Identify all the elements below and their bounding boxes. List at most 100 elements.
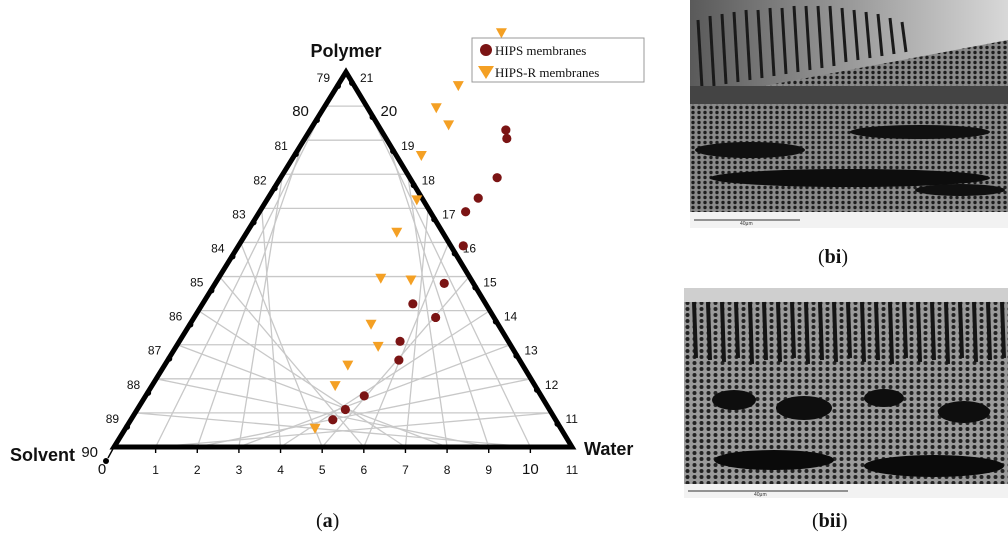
data-point-hips-r [365,319,377,330]
tick-label-right: 14 [504,310,518,324]
legend-box [471,37,645,83]
vertex-label-solvent: Solvent [10,445,75,465]
tick-label-bottom: 7 [402,463,409,477]
grid-line-diagonal-b [406,174,448,448]
tick-left [191,310,199,322]
grid-line-diagonal-a [198,310,406,448]
grid-line-diagonal-a [196,139,305,448]
tick-label-bottom: 3 [236,463,243,477]
tick-label-left: 89 [106,412,120,426]
tick-dot-left [103,458,109,464]
sem-image-bi: 40μm [690,0,1008,228]
tick-label-bottom: 6 [360,463,367,477]
legend-marker-hips-r [478,66,494,79]
vertex-label-water: Water [584,439,633,459]
tick-dot-right [492,318,499,325]
triangle-outline [109,67,577,450]
data-point-hips [394,355,404,365]
grid-line-diagonal-a [218,276,365,448]
panel-label-a: (a) [316,510,340,532]
data-point-hips [458,241,468,251]
tick-dot-right [554,420,561,427]
sem-image-bii: 40μm [684,288,1008,498]
grid-line-diagonal-b [238,344,511,448]
tick-label-bottom: 8 [444,463,451,477]
tick-label-left: 81 [274,139,288,153]
tick-left [212,276,221,288]
tick-dot-left [145,389,152,396]
grid-line-diagonal-a [260,208,282,448]
data-point-hips-r [342,360,354,371]
tick-left [276,173,284,186]
tick-label-bottom: 5 [319,463,326,477]
tick-label-bottom: 2 [194,463,201,477]
data-point-hips-r [411,195,423,206]
data-point-hips [461,207,471,217]
sem-texture-bi [690,0,1008,228]
data-point-hips-r [375,273,387,284]
scalebar-bi: 40μm [740,221,753,227]
tick-label-right: 13 [524,344,538,358]
tick-dot-left [250,219,257,226]
tick-dot-left [187,321,194,328]
grid-line-diagonal-a [156,378,489,448]
grid-line-diagonal-a [239,242,323,448]
tick-label-left: 84 [211,241,225,255]
tick-labels: 7980818283848586878889902120191817161514… [81,71,578,478]
data-point-hips [340,404,350,415]
grid-line-diagonal-b [155,412,552,448]
tick-label-left: 87 [148,344,162,358]
grid-line-diagonal-b [363,242,450,448]
sem-texture-bii [684,288,1008,498]
data-point-hips-r [430,103,442,114]
tick-left [233,242,242,254]
data-point-hips [473,193,483,203]
tick-label-bottom: 11 [566,463,579,477]
legend-marker-hips [480,44,492,56]
tick-dot-right [431,216,438,223]
legend-label-hips-r: HIPS-R membranes [495,65,599,80]
tick-dot-right [349,80,355,86]
data-point-hips [439,278,449,288]
tick-label-right: 12 [545,378,559,392]
tick-dot-right [513,352,520,359]
tick-label-bottom: 1 [152,463,159,477]
data-point-hips [408,299,418,309]
tick-label-left: 82 [253,173,267,187]
tick-dot-right [369,114,376,121]
data-point-hips [431,312,441,323]
tick-dot-left [229,253,236,260]
data-point-hips-r [405,275,417,286]
tick-label-left: 86 [169,310,183,324]
grid-line-diagonal-b [365,105,531,448]
tick-label-bottom: 9 [485,463,492,477]
tick-left [128,412,136,425]
tick-label-right: 21 [360,71,374,85]
tick-label-right: 15 [483,276,497,290]
data-point-hips [501,125,511,135]
data-point-hips [395,336,405,346]
grid-line-diagonal-b [404,208,429,448]
tick-label-left: 79 [317,71,331,85]
grid-line-diagonal-b [386,139,490,448]
tick-dot-right [451,250,458,257]
tick-label-right: 17 [442,207,456,221]
tick-left [339,71,347,84]
tick-label-bottom: 10 [522,461,539,478]
tick-dot-left [166,355,173,362]
vertex-label-polymer: Polymer [310,41,381,61]
tick-left [149,378,157,391]
tick-label-bottom: 4 [277,463,284,477]
data-point-hips-r [443,120,455,131]
data-point-hips-r [309,423,321,434]
panel-label-bii: (bii) [812,510,848,532]
scalebar-bii: 40μm [754,492,767,498]
tick-marks [103,71,561,464]
data-point-hips-r [329,381,341,392]
grid-line-diagonal-a [135,412,531,448]
tick-label-left: 80 [292,103,309,120]
tick-left [297,139,305,152]
tick-label-left: 83 [232,207,246,221]
data-point-hips [492,173,502,183]
tick-dot-right [390,148,397,155]
